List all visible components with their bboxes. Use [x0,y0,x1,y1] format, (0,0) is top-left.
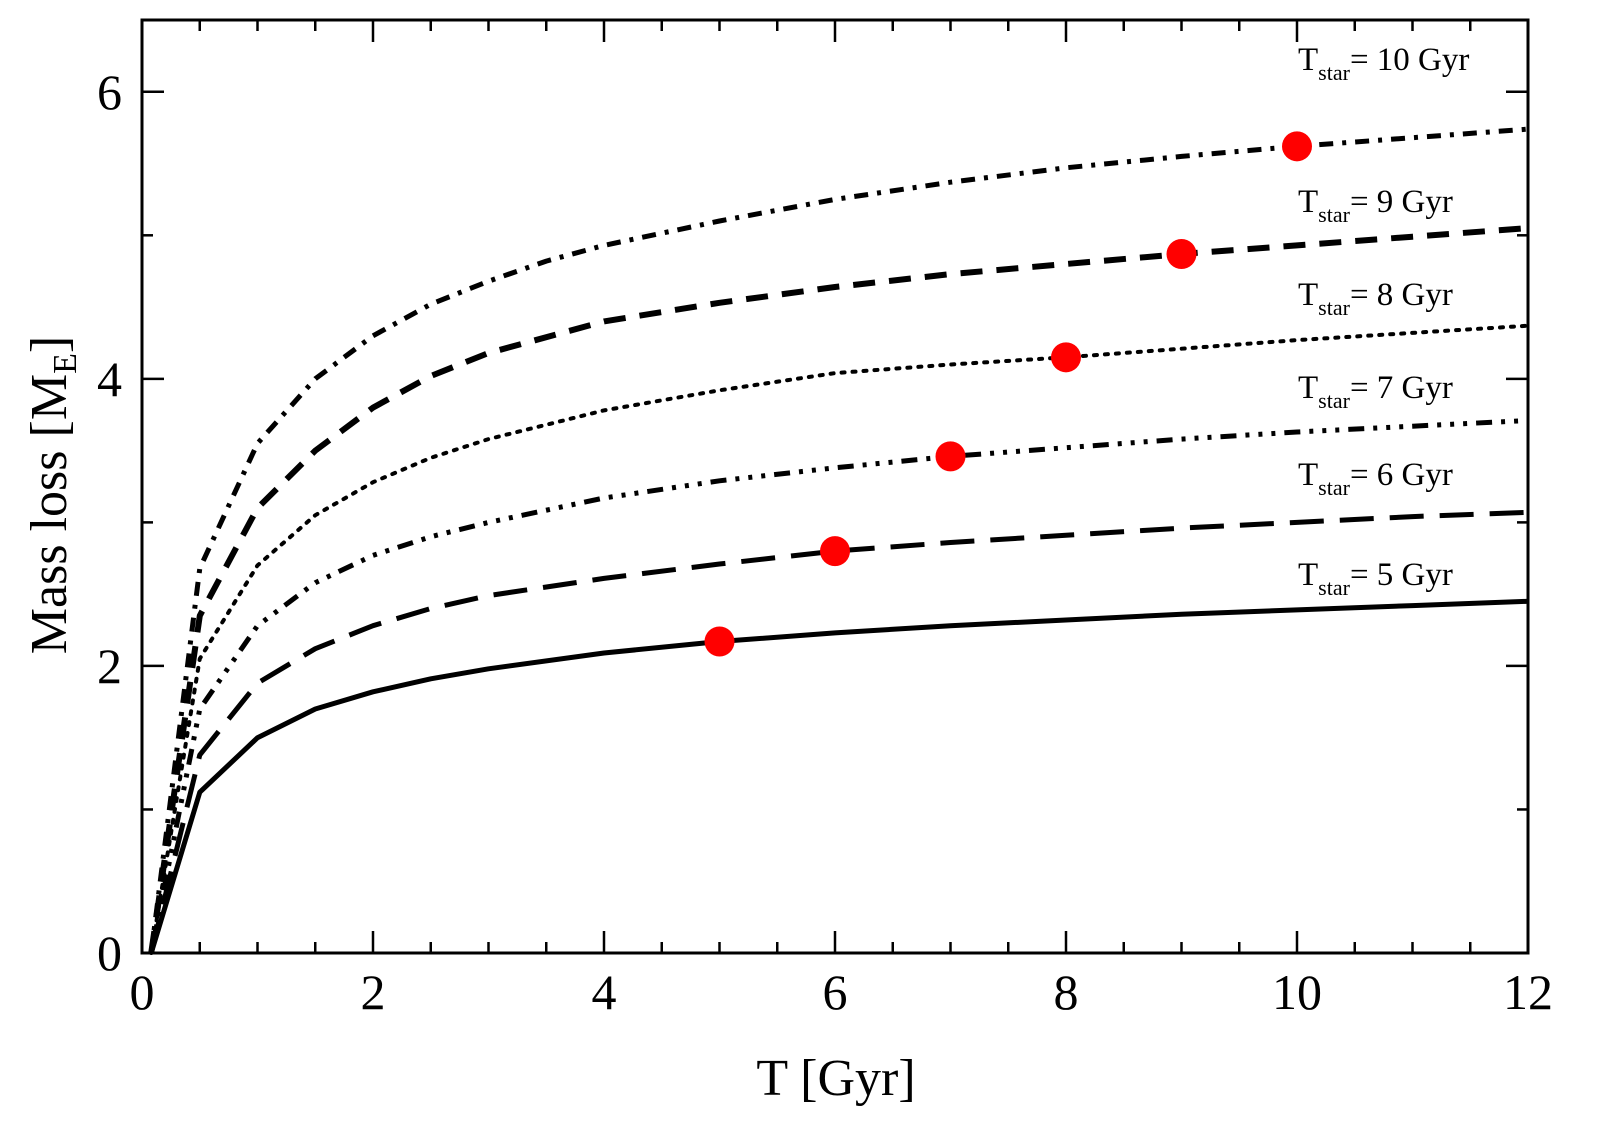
series-layer [148,126,1530,955]
x-tick-label: 12 [1503,964,1553,1020]
axes-layer: 0 2 4 6 8 10 12 0 2 4 6 [97,18,1553,1020]
series-line-1 [148,598,1529,954]
series-label-1: Tstar= 5 Gyr [1298,557,1453,600]
series-marker-5 [1166,238,1197,269]
x-tick-label: 10 [1272,964,1322,1020]
series-label-6: Tstar= 10 Gyr [1298,42,1469,85]
y-axis-title-sub: E [47,353,84,374]
x-tick-label: 0 [130,964,155,1020]
y-tick-label: 4 [97,351,122,407]
y-axis-title: Mass loss [ME] [21,336,84,654]
y-axis-title-close: ] [21,336,78,353]
series-marker-2 [820,536,850,567]
y-tick-label: 0 [97,925,122,981]
series-line-2 [148,509,1529,954]
x-tick-label: 2 [361,964,386,1020]
series-label-5: Tstar= 9 Gyr [1298,184,1453,227]
x-tick-label: 6 [823,964,848,1020]
marker-layer [704,131,1312,657]
series-line-4 [149,323,1530,955]
series-line-6 [148,126,1529,954]
series-label-2: Tstar= 6 Gyr [1298,457,1453,500]
label-layer: Tstar= 5 Gyr Tstar= 6 Gyr Tstar= 7 Gyr Tsta… [1298,42,1469,600]
y-tick-label: 2 [97,638,122,694]
series-label-4: Tstar= 8 Gyr [1298,277,1453,320]
series-marker-1 [704,626,735,657]
y-tick-label: 6 [97,64,122,120]
x-tick-label: 8 [1054,964,1079,1020]
x-axis-title: T [Gyr] [756,1050,915,1107]
y-axis-title-main: Mass loss [M [21,374,78,654]
x-tick-label: 4 [592,964,617,1020]
series-label-3: Tstar= 7 Gyr [1298,370,1453,413]
series-marker-4 [1051,342,1081,373]
series-marker-6 [1282,131,1312,162]
series-marker-3 [935,441,966,472]
series-line-3 [148,418,1529,954]
